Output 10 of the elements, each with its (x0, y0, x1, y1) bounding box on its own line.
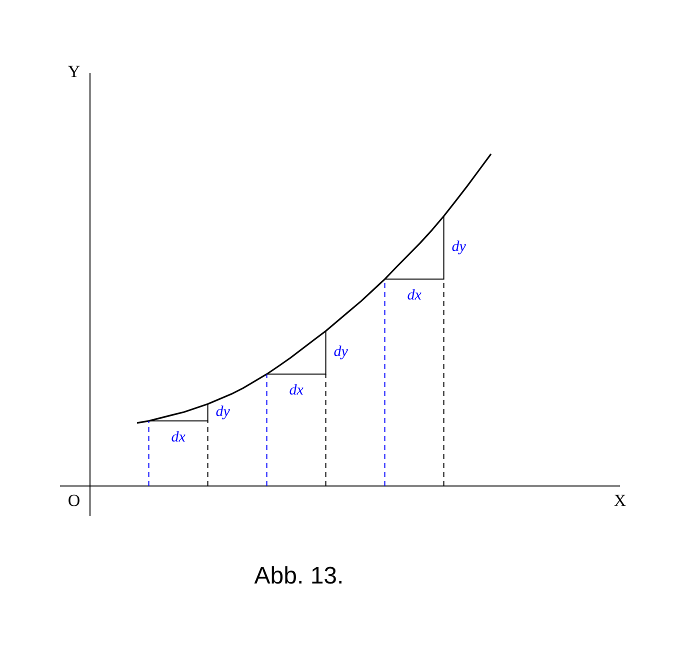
annotation: dy (216, 404, 230, 420)
annotation: dx (289, 382, 304, 399)
annotation: dy (452, 239, 466, 256)
text: O (68, 490, 80, 510)
text: X (614, 490, 626, 510)
text: Y (68, 62, 80, 81)
annotation: dx (407, 288, 422, 304)
caption: Abb. 13. (254, 562, 344, 590)
annotation: dx (171, 429, 186, 446)
annotation: dy (334, 344, 348, 360)
